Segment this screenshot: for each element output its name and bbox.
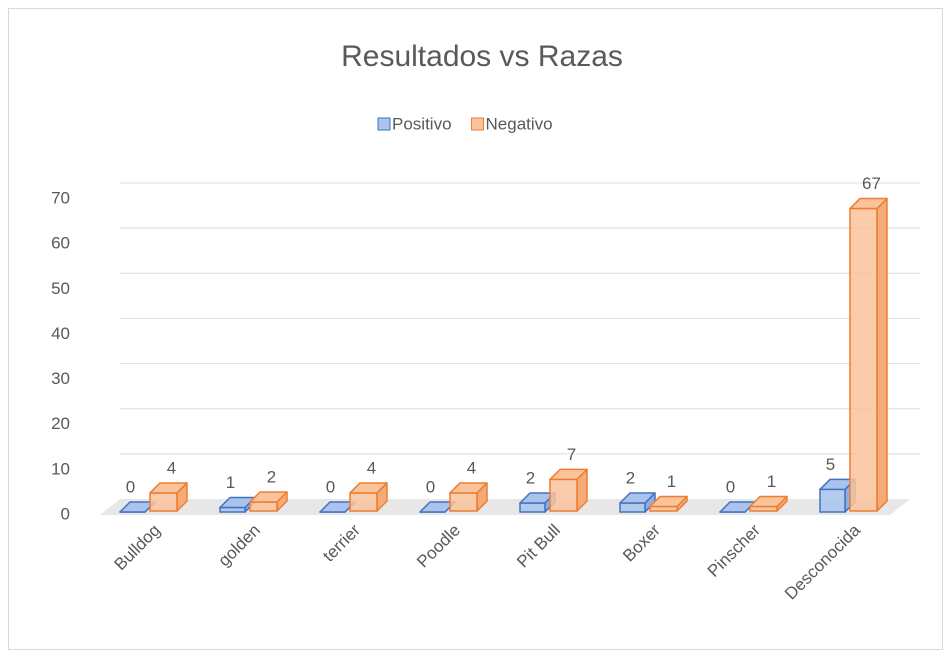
data-label: 1 (226, 473, 235, 492)
y-tick-label: 30 (51, 369, 70, 388)
bar (749, 495, 788, 512)
y-tick-label: 0 (61, 504, 70, 523)
bar-front (619, 502, 646, 513)
bar-top (349, 482, 388, 494)
legend-swatch (377, 117, 391, 131)
legend-swatch (471, 117, 485, 131)
data-label: 0 (426, 477, 435, 496)
data-label: 0 (326, 477, 335, 496)
legend-label: Negativo (486, 114, 553, 133)
bar (249, 491, 288, 512)
chart-frame (8, 8, 943, 650)
y-tick-label: 20 (51, 414, 70, 433)
data-label: 4 (167, 458, 176, 477)
bar-top (149, 482, 188, 494)
bar-front (549, 478, 578, 512)
bar (619, 492, 656, 513)
bar-top (649, 495, 688, 508)
bar-front (819, 488, 846, 513)
y-tick-label: 10 (51, 459, 70, 478)
floor (100, 499, 910, 515)
data-label: 7 (567, 445, 576, 464)
bar (349, 482, 388, 512)
bar (649, 495, 688, 512)
legend-item: Positivo (377, 114, 452, 133)
bar-top (749, 495, 788, 508)
data-label: 4 (367, 458, 376, 477)
data-label: 1 (767, 472, 776, 491)
bar-top (549, 468, 588, 481)
bar-top (449, 482, 488, 494)
data-label: 0 (126, 477, 135, 496)
bar (849, 197, 888, 512)
bar-front (449, 492, 478, 512)
y-tick-label: 40 (51, 324, 70, 343)
data-label: 0 (726, 477, 735, 496)
bar-top (619, 492, 656, 504)
data-label: 2 (626, 468, 635, 487)
bar (149, 482, 188, 512)
bar-top (249, 491, 288, 503)
bar (319, 501, 356, 513)
y-tick-label: 50 (51, 279, 70, 298)
data-label: 67 (862, 174, 881, 193)
chart-title: Resultados vs Razas (341, 40, 623, 73)
bar-front (149, 492, 178, 512)
bar-front (349, 492, 378, 512)
legend-label: Positivo (392, 114, 452, 133)
bar (449, 482, 488, 512)
legend-item: Negativo (471, 114, 553, 133)
bar (549, 468, 588, 512)
y-tick-label: 70 (51, 188, 70, 207)
bar-top (849, 197, 888, 210)
data-label: 1 (667, 472, 676, 491)
bar-front (519, 502, 546, 513)
data-label: 2 (267, 467, 276, 486)
bar-side (876, 197, 888, 512)
bar-front (849, 207, 878, 512)
data-label: 5 (826, 455, 835, 474)
data-label: 4 (467, 458, 476, 477)
bar-front (249, 501, 278, 512)
data-label: 2 (526, 468, 535, 487)
y-tick-label: 60 (51, 234, 70, 253)
